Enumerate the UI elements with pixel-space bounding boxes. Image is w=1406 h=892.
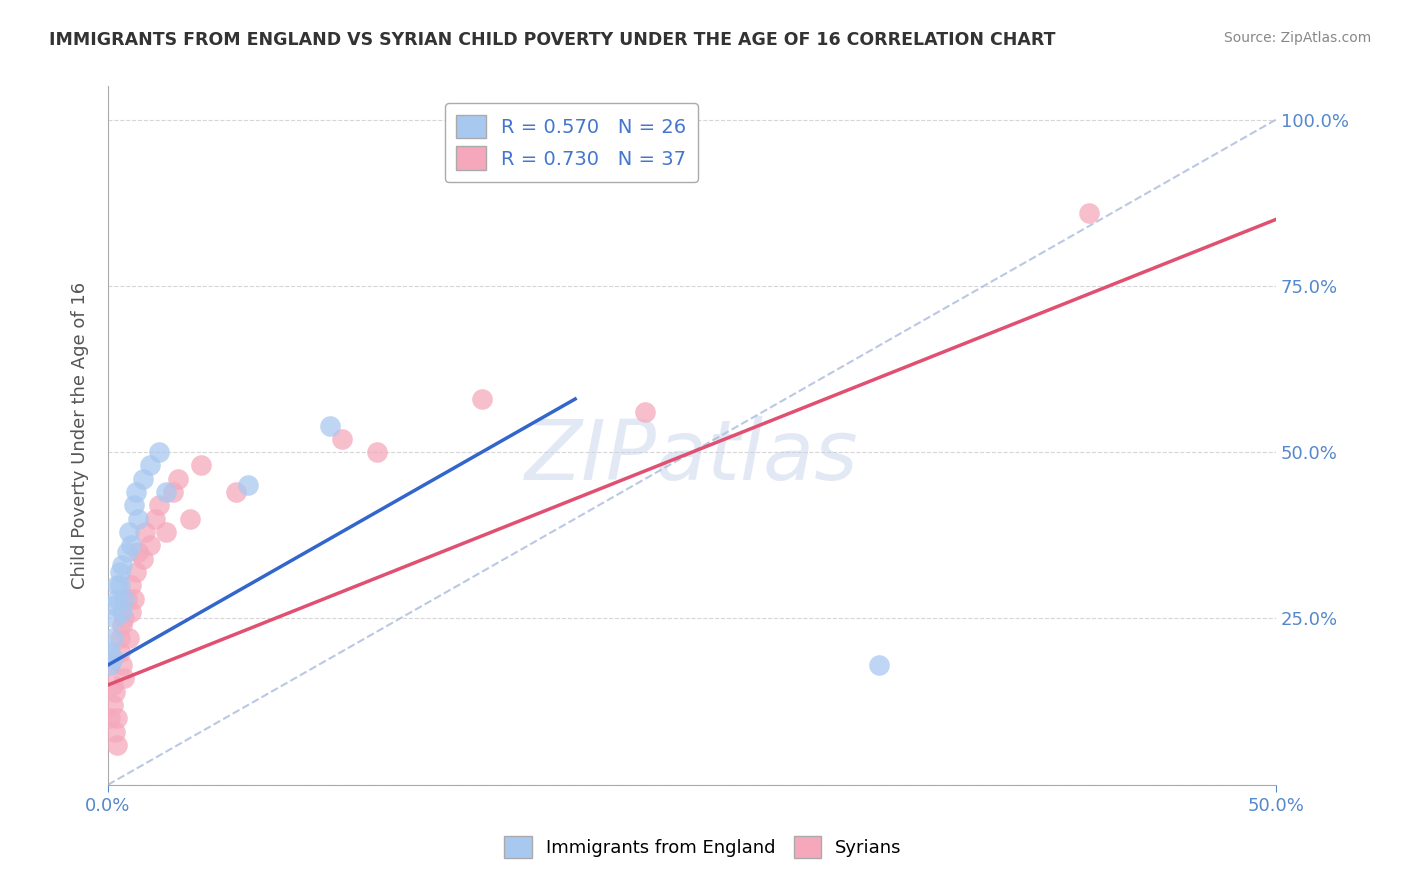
Point bbox=[108, 632, 131, 646]
Point bbox=[101, 651, 124, 665]
Point bbox=[104, 611, 127, 625]
Point bbox=[101, 678, 124, 692]
Point bbox=[98, 658, 121, 673]
Point bbox=[101, 698, 124, 712]
Point bbox=[634, 405, 657, 419]
Point bbox=[120, 538, 142, 552]
Point bbox=[127, 545, 149, 559]
Point bbox=[111, 558, 134, 573]
Point bbox=[179, 512, 201, 526]
Point bbox=[104, 684, 127, 698]
Point bbox=[105, 591, 128, 606]
Point bbox=[120, 605, 142, 619]
Point bbox=[108, 645, 131, 659]
Point bbox=[225, 485, 247, 500]
Y-axis label: Child Poverty Under the Age of 16: Child Poverty Under the Age of 16 bbox=[72, 282, 89, 589]
Point bbox=[148, 499, 170, 513]
Text: ZIPatlas: ZIPatlas bbox=[526, 416, 859, 497]
Point bbox=[132, 472, 155, 486]
Point bbox=[120, 578, 142, 592]
Point bbox=[122, 591, 145, 606]
Point bbox=[118, 632, 141, 646]
Point bbox=[98, 711, 121, 725]
Point bbox=[122, 499, 145, 513]
Point bbox=[104, 724, 127, 739]
Point bbox=[366, 445, 388, 459]
Point bbox=[330, 432, 353, 446]
Point bbox=[1078, 205, 1101, 219]
Point bbox=[105, 711, 128, 725]
Point bbox=[111, 658, 134, 673]
Text: IMMIGRANTS FROM ENGLAND VS SYRIAN CHILD POVERTY UNDER THE AGE OF 16 CORRELATION : IMMIGRANTS FROM ENGLAND VS SYRIAN CHILD … bbox=[49, 31, 1056, 49]
Point bbox=[105, 738, 128, 752]
Point bbox=[471, 392, 494, 406]
Point bbox=[108, 578, 131, 592]
Point bbox=[134, 524, 156, 539]
Point bbox=[112, 671, 135, 685]
Point bbox=[155, 485, 177, 500]
Point bbox=[127, 512, 149, 526]
Point bbox=[139, 538, 162, 552]
Point bbox=[125, 485, 148, 500]
Point bbox=[111, 618, 134, 632]
Point bbox=[162, 485, 184, 500]
Point bbox=[190, 458, 212, 473]
Point bbox=[101, 632, 124, 646]
Point bbox=[148, 445, 170, 459]
Point bbox=[111, 605, 134, 619]
Point bbox=[139, 458, 162, 473]
Point bbox=[115, 591, 138, 606]
Point bbox=[155, 524, 177, 539]
Point bbox=[319, 418, 342, 433]
Text: Source: ZipAtlas.com: Source: ZipAtlas.com bbox=[1223, 31, 1371, 45]
Point bbox=[105, 578, 128, 592]
Point bbox=[98, 645, 121, 659]
Point bbox=[112, 611, 135, 625]
Point bbox=[108, 565, 131, 579]
Point bbox=[143, 512, 166, 526]
Point bbox=[132, 551, 155, 566]
Point bbox=[125, 565, 148, 579]
Point bbox=[868, 658, 890, 673]
Legend: Immigrants from England, Syrians: Immigrants from England, Syrians bbox=[498, 829, 908, 865]
Point bbox=[167, 472, 190, 486]
Point bbox=[98, 658, 121, 673]
Point bbox=[115, 545, 138, 559]
Point bbox=[118, 524, 141, 539]
Legend: R = 0.570   N = 26, R = 0.730   N = 37: R = 0.570 N = 26, R = 0.730 N = 37 bbox=[444, 103, 697, 182]
Point bbox=[112, 591, 135, 606]
Point bbox=[236, 478, 259, 492]
Point bbox=[104, 598, 127, 612]
